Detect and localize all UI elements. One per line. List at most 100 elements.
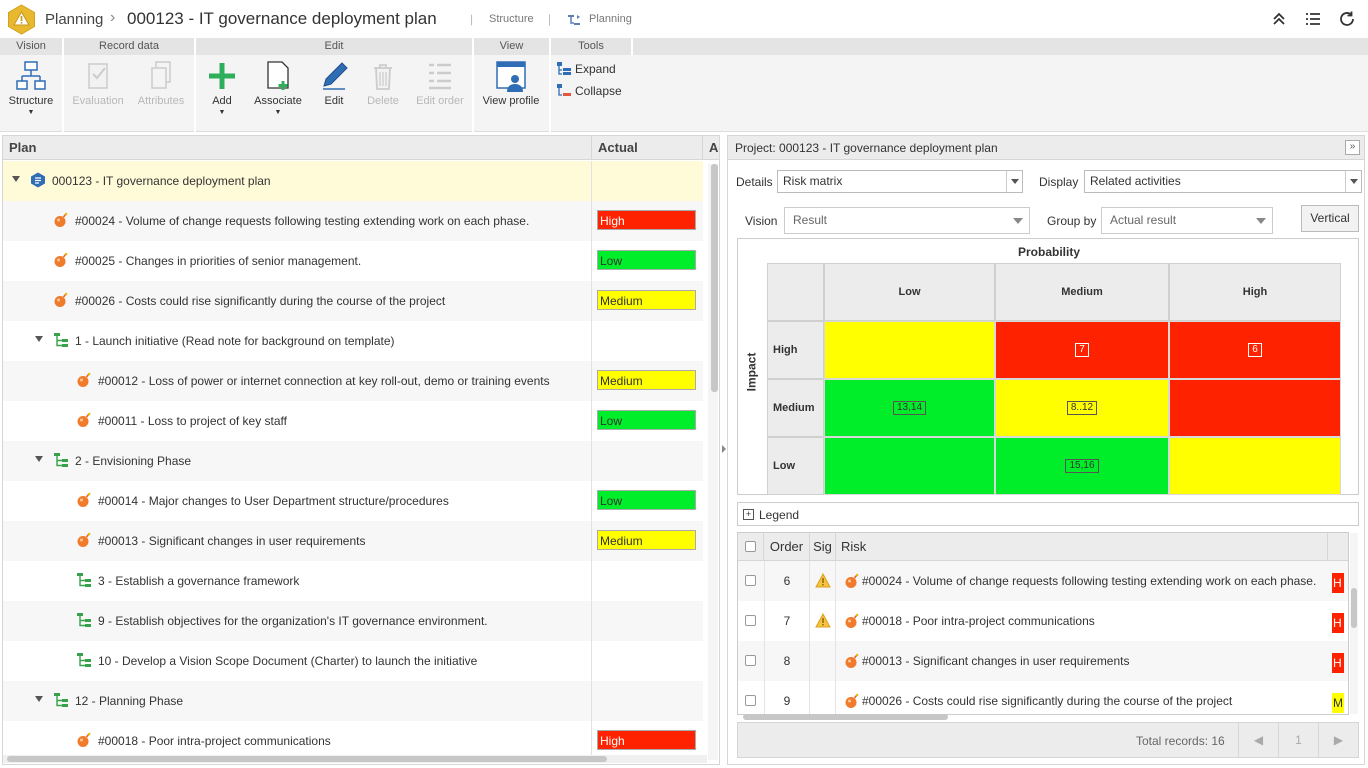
matrix-cell-label[interactable]: 8..12 xyxy=(1066,401,1098,415)
plan-tree-row[interactable]: 10 - Develop a Vision Scope Document (Ch… xyxy=(3,641,703,681)
column-sig[interactable]: Sig xyxy=(810,533,836,561)
matrix-cell-label[interactable]: 7 xyxy=(1075,343,1089,357)
plan-tree-row[interactable]: #00024 - Volume of change requests follo… xyxy=(3,201,703,241)
column-order[interactable]: Order xyxy=(764,533,810,561)
risk-grid-row[interactable]: 7 #00018 - Poor intra-project communicati… xyxy=(738,601,1348,641)
matrix-cell[interactable]: 15,16 xyxy=(995,437,1169,495)
risk-label[interactable]: #00018 - Poor intra-project communicatio… xyxy=(862,614,1095,628)
edit-order-button[interactable]: Edit order xyxy=(410,55,470,107)
collapse-toggle-icon[interactable] xyxy=(12,176,20,182)
legend-toggle[interactable]: + Legend xyxy=(737,502,1359,526)
matrix-cell-label[interactable]: 13,14 xyxy=(892,401,927,415)
display-select[interactable]: Related activities xyxy=(1084,170,1362,193)
details-select[interactable]: Risk matrix xyxy=(777,170,1023,193)
matrix-cell[interactable]: 7 xyxy=(995,321,1169,379)
row-checkbox[interactable] xyxy=(745,575,756,586)
risk-grid-row[interactable]: 8 #00013 - Significant changes in user re… xyxy=(738,641,1348,681)
plan-tree-row[interactable]: #00013 - Significant changes in user req… xyxy=(3,521,703,561)
risk-label[interactable]: #00024 - Volume of change requests follo… xyxy=(862,574,1317,588)
attributes-button[interactable]: Attributes xyxy=(132,55,190,107)
group-by-select[interactable]: Actual result xyxy=(1101,207,1273,234)
edit-button[interactable]: Edit xyxy=(312,55,356,107)
row-checkbox[interactable] xyxy=(745,695,756,706)
plan-item-label[interactable]: 2 - Envisioning Phase xyxy=(75,454,192,468)
plan-item-label[interactable]: 000123 - IT governance deployment plan xyxy=(52,174,271,188)
risk-grid-row[interactable]: 6 #00024 - Volume of change requests foll… xyxy=(738,561,1348,601)
collapse-panel-icon[interactable]: » xyxy=(1345,140,1360,155)
plan-item-label[interactable]: 12 - Planning Phase xyxy=(75,694,184,708)
vertical-scroll-thumb[interactable] xyxy=(711,164,718,392)
structure-link[interactable]: Structure xyxy=(489,13,534,25)
plan-item-label[interactable]: #00011 - Loss to project of key staff xyxy=(98,414,287,428)
plan-tree-row[interactable]: #00025 - Changes in priorities of senior… xyxy=(3,241,703,281)
prev-page-icon[interactable]: ◀ xyxy=(1238,723,1278,757)
matrix-cell[interactable]: 13,14 xyxy=(824,379,995,437)
delete-button[interactable]: Delete xyxy=(362,55,404,107)
structure-button[interactable]: Structure ▼ xyxy=(4,55,58,116)
matrix-cell[interactable] xyxy=(824,321,995,379)
plan-item-label[interactable]: 1 - Launch initiative (Read note for bac… xyxy=(75,334,395,348)
refresh-icon[interactable] xyxy=(1338,10,1356,28)
plan-item-label[interactable]: #00012 - Loss of power or internet conne… xyxy=(98,374,550,388)
row-checkbox[interactable] xyxy=(745,615,756,626)
column-extra[interactable]: Ac xyxy=(709,140,719,155)
matrix-cell[interactable] xyxy=(1169,437,1341,495)
collapse-toggle-icon[interactable] xyxy=(35,336,43,342)
plan-item-label[interactable]: #00014 - Major changes to User Departmen… xyxy=(98,494,449,508)
view-profile-button[interactable]: View profile xyxy=(478,55,544,107)
matrix-cell-label[interactable]: 6 xyxy=(1248,343,1262,357)
plan-tree-row[interactable]: 2 - Envisioning Phase xyxy=(3,441,703,481)
plan-item-label[interactable]: #00018 - Poor intra-project communicatio… xyxy=(98,734,331,748)
evaluation-button[interactable]: Evaluation xyxy=(68,55,128,107)
vertical-button[interactable]: Vertical xyxy=(1301,205,1359,232)
plan-tree-row[interactable]: #00014 - Major changes to User Departmen… xyxy=(3,481,703,521)
add-button[interactable]: Add ▼ xyxy=(200,55,244,116)
list-menu-icon[interactable] xyxy=(1304,10,1322,28)
collapse-toggle-icon[interactable] xyxy=(35,456,43,462)
next-page-icon[interactable]: ▶ xyxy=(1318,723,1358,757)
risk-grid-horizontal-thumb[interactable] xyxy=(743,714,948,720)
column-risk[interactable]: Risk xyxy=(836,533,1328,561)
plan-tree-row[interactable]: #00018 - Poor intra-project communicatio… xyxy=(3,721,703,761)
planning-link[interactable]: Planning xyxy=(589,13,632,25)
plan-tree-row[interactable]: 000123 - IT governance deployment plan xyxy=(3,161,703,201)
select-all-checkbox[interactable] xyxy=(745,541,756,552)
expand-legend-icon[interactable]: + xyxy=(743,509,754,520)
column-plan[interactable]: Plan xyxy=(3,136,592,160)
matrix-cell[interactable] xyxy=(1169,379,1341,437)
row-checkbox[interactable] xyxy=(745,655,756,666)
plan-item-label[interactable]: #00024 - Volume of change requests follo… xyxy=(75,214,530,228)
vision-select[interactable]: Result xyxy=(784,207,1030,234)
horizontal-scroll-thumb[interactable] xyxy=(7,756,607,762)
splitter-arrow-icon[interactable] xyxy=(722,445,726,453)
risk-grid-row[interactable]: 9 #00026 - Costs could rise significantly… xyxy=(738,681,1348,714)
collapse-toggle-icon[interactable] xyxy=(35,696,43,702)
plan-tree-row[interactable]: #00011 - Loss to project of key staff Low xyxy=(3,401,703,441)
column-actual[interactable]: Actual xyxy=(592,136,703,160)
risk-label[interactable]: #00013 - Significant changes in user req… xyxy=(862,654,1130,668)
plan-item-label[interactable]: 9 - Establish objectives for the organiz… xyxy=(98,614,488,628)
risk-label[interactable]: #00026 - Costs could rise significantly … xyxy=(862,694,1233,708)
associate-button[interactable]: Associate ▼ xyxy=(250,55,306,116)
plan-item-label[interactable]: 3 - Establish a governance framework xyxy=(98,574,300,588)
plan-item-label[interactable]: #00026 - Costs could rise significantly … xyxy=(75,294,446,308)
plan-tree-row[interactable]: #00026 - Costs could rise significantly … xyxy=(3,281,703,321)
app-name[interactable]: Planning xyxy=(45,11,104,28)
plan-tree-row[interactable]: #00012 - Loss of power or internet conne… xyxy=(3,361,703,401)
plan-tree-row[interactable]: 1 - Launch initiative (Read note for bac… xyxy=(3,321,703,361)
matrix-cell[interactable]: 6 xyxy=(1169,321,1341,379)
plan-item-label[interactable]: #00025 - Changes in priorities of senior… xyxy=(75,254,362,268)
chevron-double-up-icon[interactable] xyxy=(1270,10,1288,28)
plan-tree-row[interactable]: 3 - Establish a governance framework xyxy=(3,561,703,601)
plan-tree-row[interactable]: 12 - Planning Phase xyxy=(3,681,703,721)
risk-grid-scroll-thumb[interactable] xyxy=(1351,588,1357,628)
plan-item-label[interactable]: #00013 - Significant changes in user req… xyxy=(98,534,366,548)
current-page[interactable]: 1 xyxy=(1278,723,1318,757)
matrix-cell[interactable] xyxy=(824,437,995,495)
matrix-cell[interactable]: 8..12 xyxy=(995,379,1169,437)
plan-tree-row[interactable]: 9 - Establish objectives for the organiz… xyxy=(3,601,703,641)
app-logo-icon[interactable] xyxy=(6,4,37,35)
vertical-scrollbar[interactable] xyxy=(708,164,718,760)
plan-item-label[interactable]: 10 - Develop a Vision Scope Document (Ch… xyxy=(98,654,478,668)
matrix-cell-label[interactable]: 15,16 xyxy=(1065,459,1099,473)
